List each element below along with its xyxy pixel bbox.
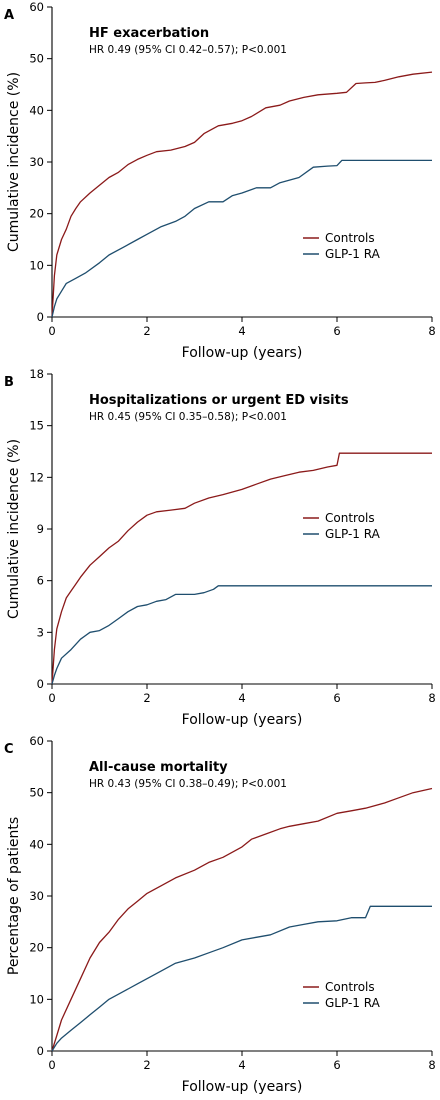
x-tick-label: 6 (333, 324, 340, 338)
y-tick-label: 40 (29, 837, 44, 851)
legend-label: GLP-1 RA (325, 527, 381, 541)
x-tick-label: 8 (428, 324, 435, 338)
y-tick-label: 12 (29, 470, 44, 484)
y-tick-label: 0 (37, 677, 44, 691)
series-line-controls (51, 71, 433, 318)
y-tick-label: 9 (37, 522, 44, 536)
y-tick-label: 30 (29, 889, 44, 903)
y-tick-label: 60 (29, 734, 44, 748)
chart-panel-c: 0 10 20 30 40 50 60 0 2 4 6 8 Follow-up (years) Perce… (4, 734, 436, 1095)
y-tick-label: 0 (37, 310, 44, 324)
panel-letter: B (4, 375, 14, 390)
x-tick-label: 2 (143, 691, 150, 705)
y-tick-label: 20 (29, 207, 44, 221)
x-axis-title: Follow-up (years) (182, 1079, 303, 1095)
x-tick-label: 2 (143, 324, 150, 338)
y-tick-label: 50 (29, 786, 44, 800)
y-tick-label: 50 (29, 52, 44, 66)
y-tick-label: 60 (29, 0, 44, 14)
x-tick-label: 2 (143, 1058, 150, 1072)
panel-letter: C (4, 742, 14, 757)
y-tick-label: 15 (29, 419, 44, 433)
x-tick-label: 6 (333, 1058, 340, 1072)
series-line-glp1-ra (51, 905, 432, 1052)
x-tick-label: 8 (428, 691, 435, 705)
x-axis-title: Follow-up (years) (182, 345, 303, 361)
x-tick-label: 6 (333, 691, 340, 705)
series-line-controls (51, 452, 432, 685)
x-tick-label: 4 (238, 324, 245, 338)
y-tick-label: 40 (29, 103, 44, 117)
chart-title: HF exacerbation (89, 26, 209, 41)
legend-label: Controls (325, 511, 375, 525)
legend-label: GLP-1 RA (325, 996, 381, 1010)
legend-label: Controls (325, 980, 375, 994)
legend-label: Controls (325, 231, 375, 245)
chart-panel-b: 0 3 6 9 12 15 18 0 2 4 6 8 Follow-up (years) Cumulati… (4, 367, 436, 728)
chart-subtitle: HR 0.49 (95% CI 0.42–0.57); P<0.001 (89, 44, 287, 56)
x-tick-label: 0 (48, 1058, 55, 1072)
legend-label: GLP-1 RA (325, 247, 381, 261)
x-tick-label: 8 (428, 1058, 435, 1072)
chart-subtitle: HR 0.45 (95% CI 0.35–0.58); P<0.001 (89, 411, 287, 423)
y-tick-label: 10 (29, 992, 44, 1006)
y-tick-label: 30 (29, 155, 44, 169)
x-axis-title: Follow-up (years) (182, 712, 303, 728)
y-axis-title: Percentage of patients (6, 817, 22, 975)
x-tick-label: 0 (48, 324, 55, 338)
chart-subtitle: HR 0.43 (95% CI 0.38–0.49); P<0.001 (89, 778, 287, 790)
y-axis-title: Cumulative incidence (%) (6, 439, 22, 619)
series-line-controls (51, 787, 433, 1052)
y-tick-label: 10 (29, 258, 44, 272)
x-tick-label: 4 (238, 691, 245, 705)
chart-panel-a: 0 10 20 30 40 50 60 0 2 4 6 8 Follow-up (years) Cumul… (4, 0, 436, 361)
panel-letter: A (4, 8, 14, 23)
y-tick-label: 18 (29, 367, 44, 381)
y-tick-label: 0 (37, 1044, 44, 1058)
chart-title: Hospitalizations or urgent ED visits (89, 393, 349, 408)
series-line-glp1-ra (51, 585, 432, 685)
series-line-glp1-ra (51, 159, 432, 318)
x-tick-label: 4 (238, 1058, 245, 1072)
y-tick-label: 3 (37, 625, 44, 639)
y-axis-title: Cumulative incidence (%) (6, 72, 22, 252)
y-tick-label: 6 (37, 574, 44, 588)
chart-title: All-cause mortality (89, 760, 228, 775)
x-tick-label: 0 (48, 691, 55, 705)
y-tick-label: 20 (29, 941, 44, 955)
